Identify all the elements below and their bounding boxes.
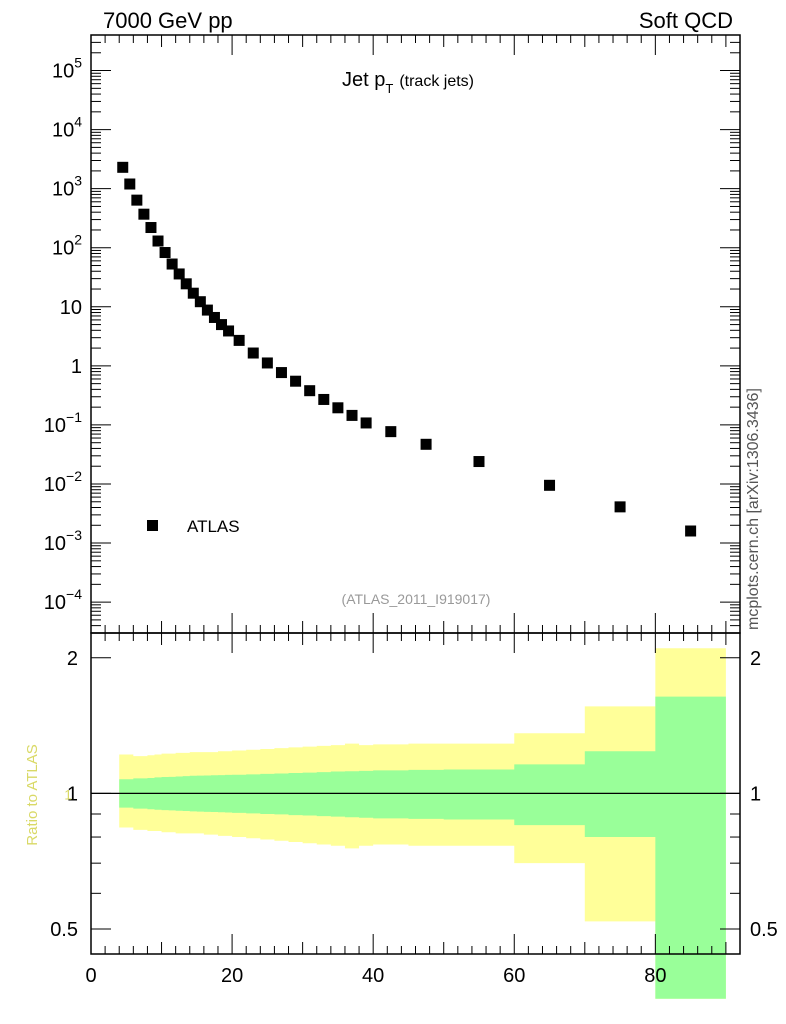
data-point <box>261 357 273 369</box>
main-plot: 10−4 10−3 10−2 10−1 1 10 102 103 104 105 Jet pT (t… <box>44 34 741 634</box>
x-tick-label: 80 <box>644 965 666 987</box>
data-point <box>159 247 171 259</box>
data-point <box>685 525 697 537</box>
data-point <box>138 208 150 220</box>
ratio-one-label: 1 <box>64 786 72 802</box>
ratio-y-tick-label-right: 2 <box>750 648 761 670</box>
main-plot-frame <box>90 34 741 634</box>
y-tick-label: 105 <box>52 55 82 83</box>
data-point <box>247 347 259 359</box>
data-point <box>304 385 316 397</box>
ratio-y-tick-label-left: 2 <box>67 648 78 670</box>
data-point <box>216 319 228 331</box>
chart-title: Jet pT (track jets) <box>342 69 474 96</box>
y-tick-label: 10−2 <box>44 468 82 496</box>
data-point <box>131 194 143 206</box>
data-point <box>360 417 372 429</box>
ratio-y-tick-label-right: 0.5 <box>750 919 778 941</box>
ratio-bands <box>119 648 726 999</box>
ratio-y-tick-label-left: 1 <box>67 783 78 805</box>
data-point <box>187 287 199 299</box>
data-point <box>117 161 129 173</box>
data-point <box>290 375 302 387</box>
reference-id: (ATLAS_2011_I919017) <box>342 591 491 607</box>
data-point <box>275 367 287 379</box>
data-point <box>145 222 157 234</box>
data-point <box>332 402 344 414</box>
data-markers <box>117 161 697 537</box>
data-point <box>346 409 358 421</box>
x-tick-label: 40 <box>362 965 384 987</box>
data-point <box>473 456 485 468</box>
data-point <box>124 178 136 190</box>
x-tick-label: 60 <box>503 965 525 987</box>
ratio-plot: 0.5 0.51 12 210 20 40 60 80 Ratio to ATLAS <box>24 632 778 999</box>
legend-marker <box>147 520 158 531</box>
data-point <box>201 304 213 316</box>
outer-uncertainty-band <box>119 648 726 999</box>
legend-label: ATLAS <box>187 517 240 536</box>
data-point <box>223 325 235 337</box>
ratio-y-axis-label: Ratio to ATLAS <box>24 744 41 845</box>
x-tick-label: 20 <box>221 965 243 987</box>
data-point <box>318 393 330 405</box>
x-tick-label: 0 <box>85 965 96 987</box>
header-process-label: Soft QCD <box>638 8 733 33</box>
data-point <box>173 268 185 280</box>
data-point <box>194 296 206 308</box>
y-tick-label: 10−4 <box>44 586 82 614</box>
ratio-plot-frame <box>90 632 741 955</box>
ratio-tick-labels: 0.5 0.51 12 210 20 40 60 80 <box>50 648 778 987</box>
y-tick-label: 10−1 <box>44 409 82 437</box>
main-y-tick-labels: 10−4 10−3 10−2 10−1 1 10 102 103 104 105 <box>44 55 82 615</box>
data-point <box>420 438 432 450</box>
data-point <box>233 334 245 346</box>
ratio-y-tick-label-left: 0.5 <box>50 919 78 941</box>
ratio-axis-ticks <box>90 633 740 954</box>
y-tick-label: 10 <box>60 297 82 319</box>
chart-title-subscript: T <box>385 81 393 96</box>
inner-uncertainty-band <box>119 696 726 999</box>
data-point <box>180 278 192 290</box>
data-point <box>208 311 220 323</box>
y-tick-label: 102 <box>52 232 82 260</box>
main-axis-ticks <box>90 34 740 634</box>
ratio-y-tick-label-right: 1 <box>750 783 761 805</box>
y-tick-label: 1 <box>71 356 82 378</box>
data-point <box>614 501 626 513</box>
chart-title-main: Jet p <box>342 69 385 91</box>
chart-title-suffix: (track jets) <box>399 73 474 90</box>
header-collision-label: 7000 GeV pp <box>103 8 233 33</box>
data-point <box>544 479 556 491</box>
y-tick-label: 103 <box>52 173 82 201</box>
data-point <box>152 235 164 247</box>
y-tick-label: 10−3 <box>44 527 82 555</box>
data-point <box>385 426 397 438</box>
y-tick-label: 104 <box>52 114 82 142</box>
data-point <box>166 258 178 270</box>
